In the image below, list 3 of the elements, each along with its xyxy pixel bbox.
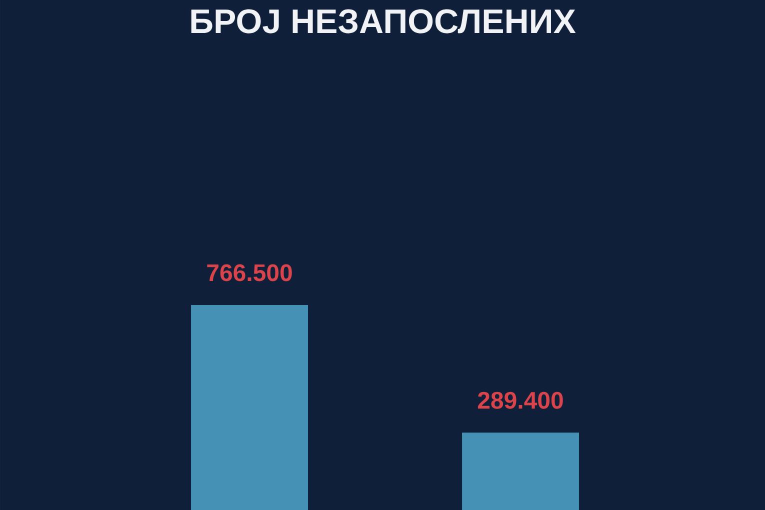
data-label: 766.500 <box>207 264 292 282</box>
chart-title: БРОЈ НЕЗАПОСЛЕНИХ <box>191 9 576 34</box>
data-label: 289.400 <box>478 392 563 409</box>
